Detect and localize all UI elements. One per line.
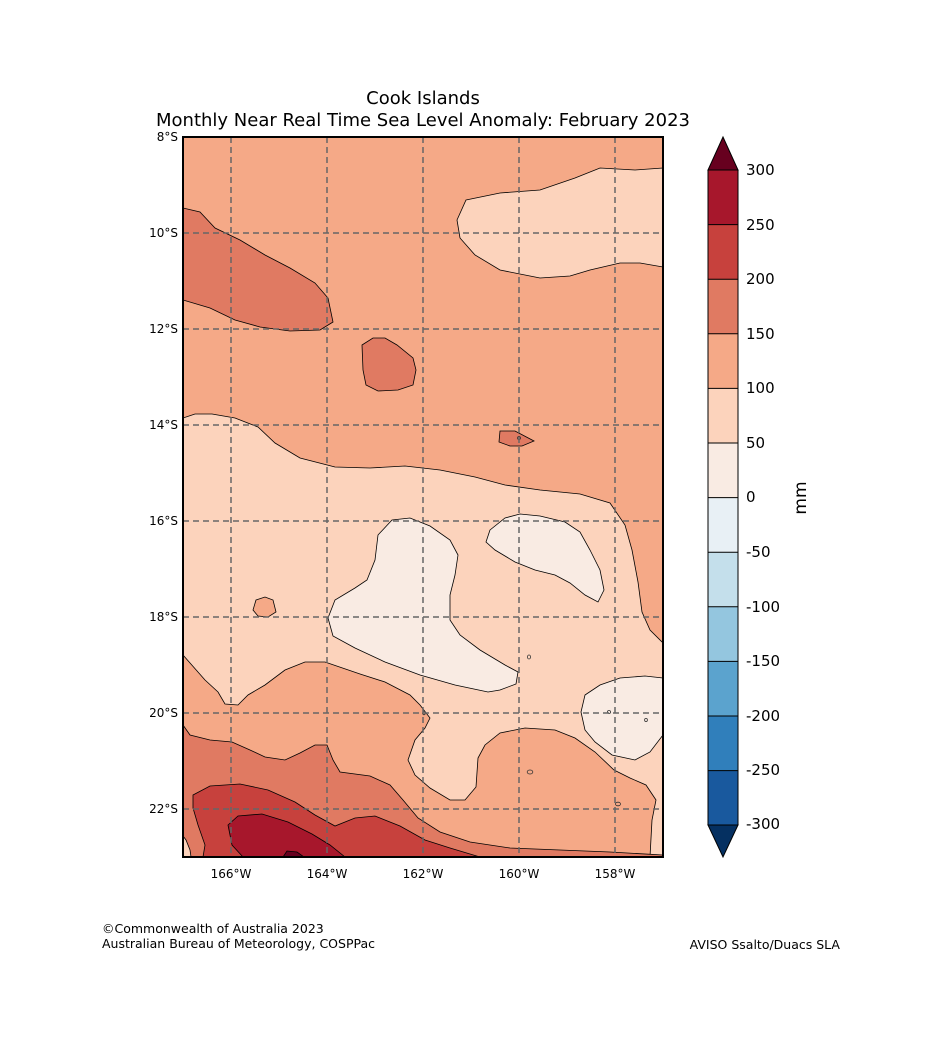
contour-150-200-nw xyxy=(183,207,334,332)
island-outline xyxy=(526,769,534,775)
colorbar-tick-label: 250 xyxy=(746,216,775,234)
island-outline xyxy=(644,718,648,723)
lat-label: 22°S xyxy=(149,802,178,816)
island-outline xyxy=(615,801,621,807)
map-gridlines xyxy=(183,137,663,857)
contour-above-300 xyxy=(282,850,305,857)
copyright-line: ©Commonwealth of Australia 2023 xyxy=(102,921,324,936)
lon-label: 158°W xyxy=(595,867,636,881)
lon-label: 162°W xyxy=(403,867,444,881)
colorbar-bin xyxy=(708,170,738,225)
contour-0-50-se xyxy=(580,675,663,761)
colorbar-bin xyxy=(708,606,738,662)
lat-labels: 8°S 10°S 12°S 14°S 16°S 18°S 20°S 22°S xyxy=(149,130,178,816)
colorbar-tick-label: -100 xyxy=(746,598,780,616)
colorbar-tick-label: 50 xyxy=(746,434,765,452)
lat-label: 16°S xyxy=(149,514,178,528)
colorbar-bin xyxy=(708,552,738,607)
colorbar-tick-label: 0 xyxy=(746,488,756,506)
colorbar-bin xyxy=(708,770,738,825)
lat-label: 8°S xyxy=(157,130,178,144)
colorbar-unit-label: mm xyxy=(791,481,811,514)
map-frame xyxy=(182,136,664,858)
map-title: Cook Islands xyxy=(366,88,480,109)
colorbar-bin xyxy=(708,716,738,771)
copyright-credit: ©Commonwealth of Australia 2023 Australi… xyxy=(102,921,375,951)
colorbar-tick-label: 200 xyxy=(746,270,775,288)
lon-label: 164°W xyxy=(307,867,348,881)
colorbar-bin xyxy=(708,443,738,498)
colorbar-bin xyxy=(708,333,738,389)
lat-label: 10°S xyxy=(149,226,178,240)
lat-label: 12°S xyxy=(149,322,178,336)
data-source-credit: AVISO Ssalto/Duacs SLA xyxy=(689,937,840,952)
island-outline xyxy=(527,654,532,660)
organisation-line: Australian Bureau of Meteorology, COSPPa… xyxy=(102,936,375,951)
contour-100-150-islet xyxy=(252,596,277,618)
lon-label: 166°W xyxy=(211,867,252,881)
contour-250-300-sw xyxy=(227,813,346,857)
colorbar-extend-bottom xyxy=(707,824,739,859)
colorbar-tick-label: 300 xyxy=(746,161,775,179)
colorbar-tick-label: -50 xyxy=(746,543,771,561)
colorbar-bin xyxy=(708,224,738,280)
colorbar-bin xyxy=(708,279,738,334)
lat-label: 18°S xyxy=(149,610,178,624)
colorbar: 300 250 200 150 100 50 0 -50 -100 -150 -… xyxy=(707,135,811,859)
colorbar-frame xyxy=(707,169,739,826)
anomaly-map xyxy=(183,137,663,857)
colorbar-bin xyxy=(708,388,738,443)
contour-0-50-central xyxy=(327,517,519,693)
map-subtitle: Monthly Near Real Time Sea Level Anomaly… xyxy=(156,110,690,131)
colorbar-extend-top xyxy=(707,135,739,171)
colorbar-tick-label: -300 xyxy=(746,815,780,833)
lon-labels: 166°W 164°W 162°W 160°W 158°W xyxy=(211,867,636,881)
colorbar-bin xyxy=(708,661,738,716)
lat-label: 14°S xyxy=(149,418,178,432)
colorbar-tick-label: 150 xyxy=(746,325,775,343)
colorbar-tick-label: -150 xyxy=(746,652,780,670)
contour-50-100-corner xyxy=(183,835,192,857)
colorbar-tick-label: -200 xyxy=(746,707,780,725)
contour-150-200-blob xyxy=(361,337,417,392)
colorbar-tick-label: -250 xyxy=(746,761,780,779)
contour-0-50-east xyxy=(485,513,605,603)
colorbar-tick-label: 100 xyxy=(746,379,775,397)
contour-150-200-small xyxy=(498,430,535,447)
contour-50-100-ne xyxy=(456,167,663,279)
colorbar-bin xyxy=(708,497,738,553)
lon-label: 160°W xyxy=(499,867,540,881)
lat-label: 20°S xyxy=(149,706,178,720)
